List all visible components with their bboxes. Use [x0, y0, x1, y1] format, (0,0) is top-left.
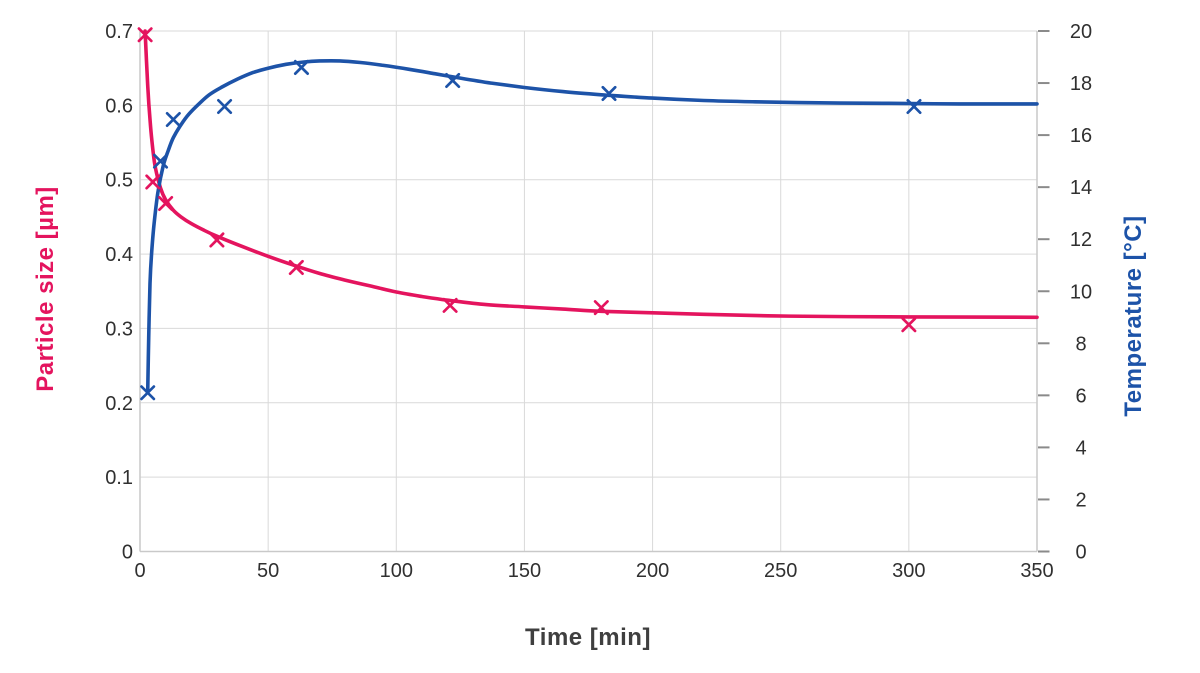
x-marker-stroke: [901, 317, 917, 333]
x-marker-stroke: [593, 300, 609, 316]
x-marker-stroke: [293, 59, 310, 75]
y-left-tick-label: 0.7: [105, 21, 133, 43]
temperature-data-point-marker: [293, 59, 310, 75]
x-marker-stroke: [209, 232, 225, 248]
particle_size-data-point-marker: [593, 300, 609, 316]
temperature-data-point-marker: [140, 385, 156, 401]
particle_size-data-point-marker: [145, 174, 161, 190]
x-marker-stroke: [288, 259, 304, 276]
y-left-tick-label: 0.1: [105, 467, 133, 489]
y-right-tick-label: 2: [1075, 489, 1086, 511]
y-left-tick-label: 0.6: [105, 95, 133, 117]
y-right-tick-label: 12: [1070, 229, 1092, 251]
x-tick-label: 200: [636, 560, 669, 582]
x-marker-stroke: [906, 98, 922, 115]
particle_size-data-point-marker: [901, 317, 917, 333]
x-marker-stroke: [145, 174, 161, 190]
y-right-tick-label: 14: [1070, 177, 1092, 199]
x-marker-stroke: [217, 98, 233, 115]
temperature-data-point-marker: [601, 85, 617, 102]
particle_size-curve: [143, 29, 1039, 320]
temperature-curve: [145, 58, 1039, 395]
y-left-tick-label: 0.4: [105, 244, 133, 266]
x-tick-label: 50: [257, 560, 279, 582]
x-marker-stroke: [158, 195, 174, 212]
particle_size-data-point-marker: [442, 297, 458, 313]
particle_size-data-point-marker: [158, 195, 174, 212]
x-marker-stroke: [137, 27, 153, 43]
x-marker-stroke: [152, 153, 169, 169]
temperature-data-point-marker: [152, 153, 169, 169]
x-tick-label: 250: [764, 560, 797, 582]
y-left-tick-label: 0.5: [105, 170, 133, 192]
x-marker-stroke: [445, 72, 461, 88]
particle_size-data-point-marker: [209, 232, 225, 248]
x-tick-label: 300: [892, 560, 925, 582]
temperature-data-point-marker: [165, 111, 181, 128]
x-tick-label: 350: [1020, 560, 1053, 582]
temperature-data-point-marker: [906, 98, 922, 115]
y-left-tick-label: 0.3: [105, 318, 133, 340]
particle_size-data-point-marker: [288, 259, 304, 276]
temperature-data-point-marker: [445, 72, 461, 88]
y-right-tick-label: 10: [1070, 281, 1092, 303]
y-left-tick-label: 0.2: [105, 393, 133, 415]
y-right-tick-label: 20: [1070, 21, 1092, 43]
x-tick-label: 0: [134, 560, 145, 582]
y-axis-label-right: Temperature [°C]: [1120, 215, 1147, 417]
x-tick-label: 100: [380, 560, 413, 582]
y-right-tick-label: 4: [1075, 437, 1086, 459]
y-right-tick-label: 0: [1075, 542, 1086, 564]
x-marker-stroke: [165, 111, 181, 128]
temperature-data-point-marker: [217, 98, 233, 115]
particle_size-data-point-marker: [137, 27, 153, 43]
x-marker-stroke: [140, 385, 156, 401]
x-marker-stroke: [601, 85, 617, 102]
y-right-tick-label: 6: [1075, 385, 1086, 407]
x-axis-label: Time [min]: [525, 624, 651, 651]
y-axis-label-left: Particle size [µm]: [32, 186, 59, 392]
y-right-tick-label: 18: [1070, 73, 1092, 95]
y-left-tick-label: 0: [122, 542, 133, 564]
y-right-tick-label: 8: [1075, 333, 1086, 355]
x-marker-stroke: [442, 297, 458, 313]
y-right-tick-label: 16: [1070, 125, 1092, 147]
x-tick-label: 150: [508, 560, 541, 582]
